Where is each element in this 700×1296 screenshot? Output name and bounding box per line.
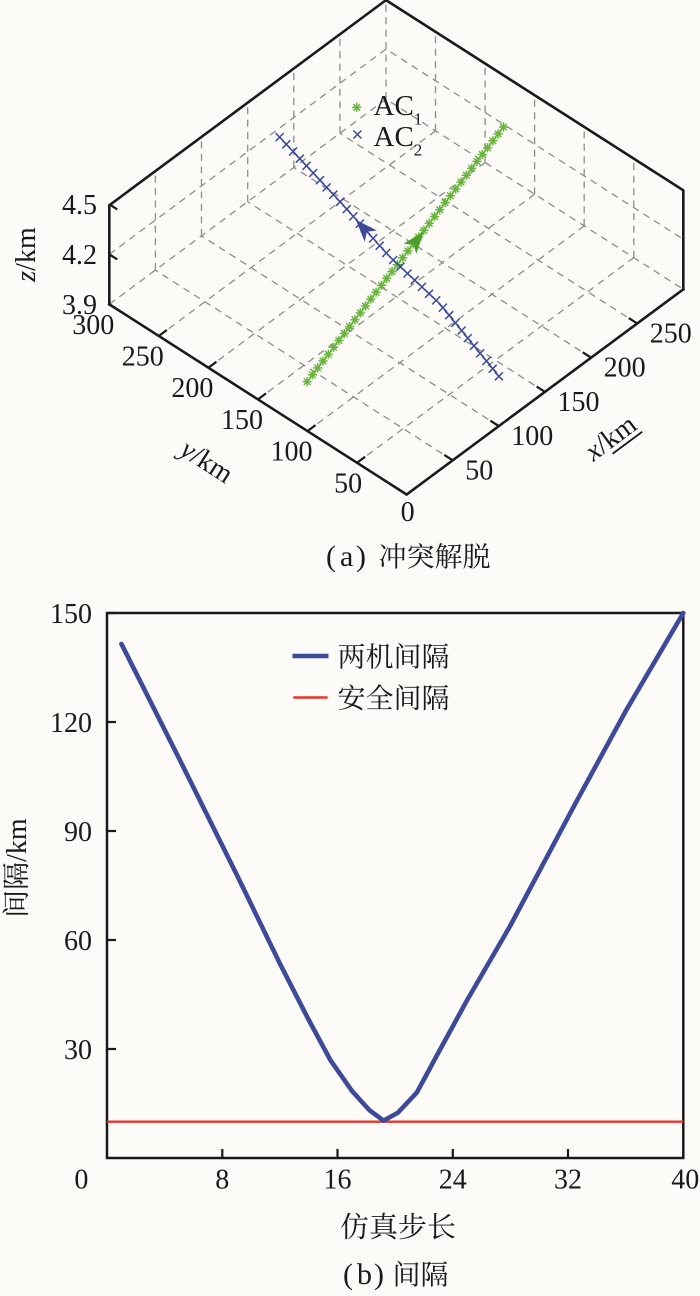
svg-text:): ) (374, 1258, 384, 1291)
svg-text:z/km: z/km (11, 227, 42, 283)
svg-text:(: ( (343, 1258, 353, 1291)
svg-text:): ) (356, 540, 366, 573)
svg-text:30: 30 (64, 1035, 92, 1066)
svg-text:250: 250 (650, 319, 692, 350)
svg-text:16: 16 (324, 1165, 352, 1196)
svg-text:3.9: 3.9 (62, 290, 97, 321)
svg-text:0: 0 (401, 497, 415, 528)
svg-text:50: 50 (334, 468, 362, 499)
svg-text:0: 0 (74, 1165, 88, 1196)
svg-text:200: 200 (604, 353, 646, 384)
svg-text:4.2: 4.2 (62, 240, 97, 271)
svg-text:b: b (357, 1258, 372, 1291)
svg-text:250: 250 (122, 342, 164, 373)
svg-text:40: 40 (671, 1165, 699, 1196)
svg-text:150: 150 (558, 387, 600, 418)
svg-text:150: 150 (221, 405, 263, 436)
svg-text:200: 200 (171, 373, 213, 404)
svg-text:150: 150 (50, 599, 92, 630)
svg-text:24: 24 (439, 1165, 467, 1196)
svg-text:(: ( (326, 540, 336, 573)
svg-text:90: 90 (64, 817, 92, 848)
svg-text:120: 120 (50, 708, 92, 739)
svg-text:50: 50 (465, 455, 493, 486)
svg-text:/km: /km (2, 818, 33, 862)
svg-text:100: 100 (271, 437, 313, 468)
svg-text:32: 32 (554, 1165, 582, 1196)
svg-text:100: 100 (511, 421, 553, 452)
svg-text:a: a (340, 540, 353, 573)
svg-text:300: 300 (72, 310, 114, 341)
svg-text:4.5: 4.5 (62, 190, 97, 221)
svg-text:8: 8 (215, 1165, 229, 1196)
svg-text:60: 60 (64, 926, 92, 957)
